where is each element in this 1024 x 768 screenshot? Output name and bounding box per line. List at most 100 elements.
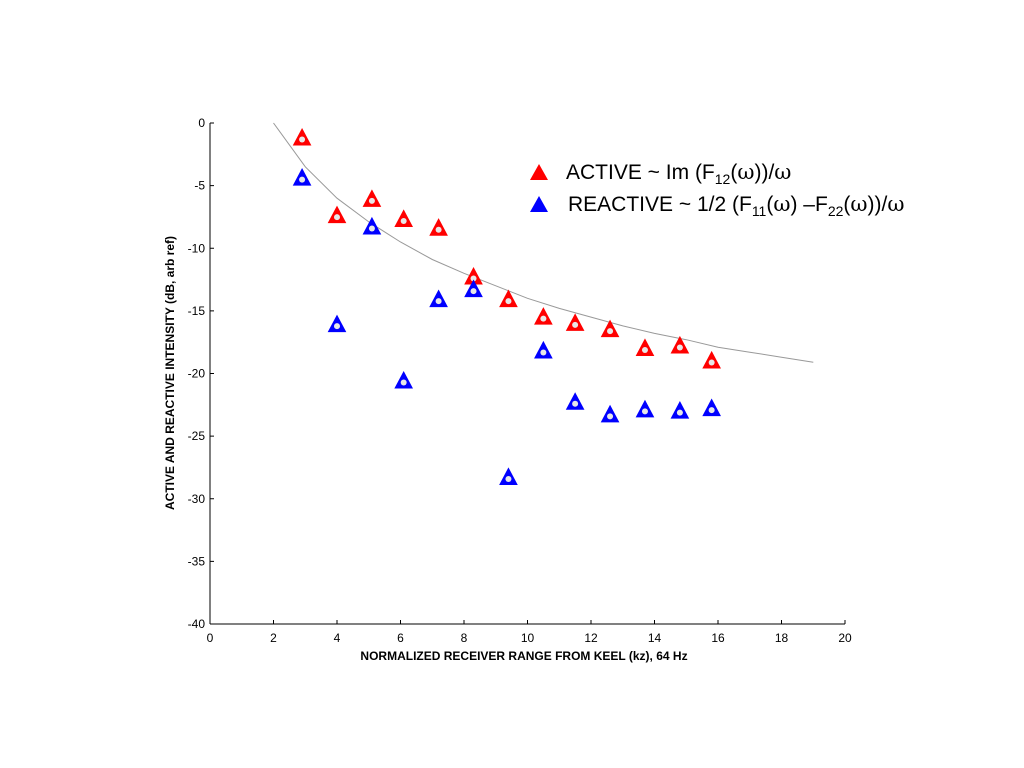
marker-center-dot: [641, 408, 648, 415]
marker-center-dot: [368, 225, 375, 232]
y-tick-label: -5: [194, 179, 205, 193]
legend-reactive-mid1: (: [766, 193, 773, 216]
data-point-reactive: [292, 168, 312, 186]
data-point-active: [292, 127, 312, 146]
x-tick-label: 6: [397, 631, 404, 645]
marker-center-dot: [708, 359, 715, 366]
y-tick-label: -25: [188, 429, 206, 443]
legend: ACTIVE ~ Im (F12(ω))/ω REACTIVE ~ 1/2 (F…: [530, 160, 904, 219]
legend-active-omega2: ω: [774, 160, 791, 184]
data-point-reactive: [534, 340, 553, 359]
legend-active-mid1: (: [730, 161, 737, 184]
legend-reactive-mid4: ))/: [868, 193, 888, 216]
legend-label-active: ACTIVE ~ Im (F12(ω))/ω: [566, 160, 791, 187]
marker-center-dot: [368, 197, 375, 204]
marker-center-dot: [299, 136, 306, 143]
data-point-reactive: [327, 314, 347, 333]
data-point-active: [600, 319, 620, 338]
legend-reactive-main: REACTIVE ~ 1/2 (F: [568, 193, 752, 216]
marker-center-dot: [400, 217, 407, 224]
data-point-active: [702, 350, 721, 369]
data-point-reactive: [565, 392, 585, 410]
legend-active-main: ACTIVE ~ Im (F: [566, 161, 715, 184]
marker-center-dot: [470, 288, 477, 295]
fit-curve-layer: [273, 122, 814, 363]
marker-center-dot: [400, 379, 407, 386]
marker-center-dot: [334, 323, 340, 330]
x-tick-label: 8: [461, 631, 468, 645]
data-points-layer: [292, 127, 721, 485]
data-point-active: [327, 205, 347, 224]
data-point-reactive: [702, 398, 721, 417]
data-point-active: [565, 313, 585, 331]
x-tick-label: 14: [648, 631, 662, 645]
y-tick-label: -15: [188, 304, 206, 318]
marker-center-dot: [334, 214, 340, 221]
x-tick-label: 16: [711, 631, 725, 645]
axes: 0-5-10-15-20-25-30-35-400 2 4 6 8 10 12 14 16 18 2…: [188, 116, 852, 645]
legend-active-sub1: 12: [715, 171, 731, 187]
y-tick-label: -30: [188, 492, 206, 506]
y-tick-label: 0: [198, 116, 205, 130]
data-point-active: [362, 189, 382, 207]
x-tick-label: 20: [838, 631, 852, 645]
legend-reactive-sub1: 11: [752, 203, 767, 219]
marker-center-dot: [435, 298, 442, 305]
legend-reactive-omega1: ω: [773, 192, 790, 216]
marker-center-dot: [641, 346, 648, 353]
legend-reactive-mid3: (: [843, 193, 850, 216]
data-point-reactive: [429, 289, 448, 308]
y-tick-label: -40: [188, 617, 206, 631]
marker-center-dot: [607, 328, 614, 335]
legend-reactive-omega2: ω: [850, 192, 867, 216]
x-tick-label: 2: [270, 631, 277, 645]
marker-center-dot: [676, 344, 683, 351]
y-tick-label: -10: [188, 241, 206, 255]
legend-label-reactive: REACTIVE ~ 1/2 (F11(ω) –F22(ω))/ω: [568, 192, 904, 219]
x-tick-label: 18: [775, 631, 789, 645]
data-point-reactive: [464, 279, 483, 298]
data-point-reactive: [499, 467, 518, 485]
x-tick-label: 4: [334, 631, 341, 645]
marker-center-dot: [572, 321, 579, 328]
legend-active-omega1: ω: [737, 160, 754, 184]
x-tick-label: 10: [521, 631, 535, 645]
data-point-active: [464, 266, 483, 285]
y-axis-title: ACTIVE AND REACTIVE INTENSITY (dB, arb r…: [163, 236, 177, 510]
marker-center-dot: [607, 413, 614, 420]
data-point-active: [429, 218, 448, 236]
marker-center-dot: [708, 407, 715, 414]
data-point-reactive: [600, 404, 620, 423]
marker-center-dot: [435, 226, 442, 233]
data-point-active: [394, 209, 414, 227]
fit-curve: [273, 122, 814, 363]
legend-marker-reactive: [530, 196, 548, 212]
legend-reactive-mid2: ) –F: [790, 193, 827, 216]
legend-reactive-sub2: 22: [828, 203, 844, 219]
marker-center-dot: [540, 315, 547, 322]
legend-reactive-omega3: ω: [887, 192, 904, 216]
marker-center-dot: [470, 275, 477, 282]
marker-center-dot: [676, 409, 683, 416]
legend-active-mid2: ))/: [754, 161, 774, 184]
marker-center-dot: [505, 298, 512, 305]
data-point-reactive: [670, 401, 690, 419]
data-point-active: [534, 307, 553, 325]
y-tick-label: -20: [188, 367, 206, 381]
data-point-active: [635, 338, 655, 356]
data-point-active: [499, 289, 518, 308]
data-point-active: [670, 335, 690, 354]
marker-center-dot: [572, 400, 579, 407]
x-tick-label: 0: [207, 631, 214, 645]
data-point-reactive: [635, 399, 655, 418]
marker-center-dot: [540, 349, 547, 356]
marker-center-dot: [299, 176, 306, 183]
x-axis-title: NORMALIZED RECEIVER RANGE FROM KEEL (kz)…: [360, 649, 687, 663]
marker-center-dot: [505, 475, 512, 482]
y-tick-label: -35: [188, 554, 206, 568]
data-point-reactive: [394, 370, 414, 389]
data-point-reactive: [362, 216, 382, 235]
legend-marker-active: [530, 164, 548, 180]
x-tick-label: 12: [584, 631, 598, 645]
